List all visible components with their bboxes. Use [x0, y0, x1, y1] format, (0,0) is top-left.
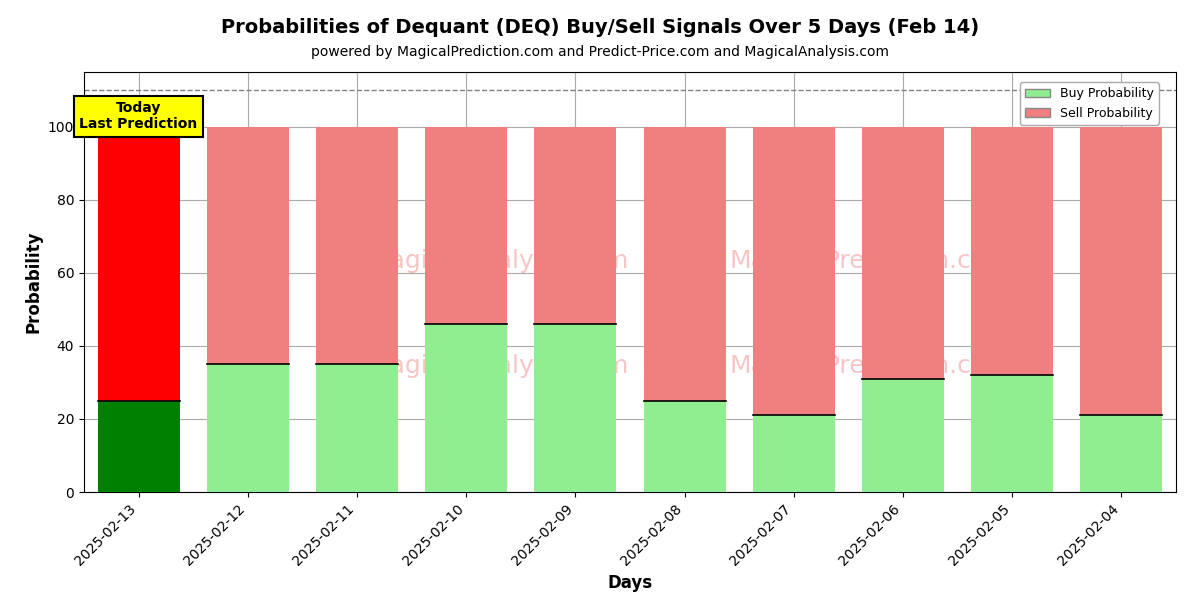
- Text: Today
Last Prediction: Today Last Prediction: [79, 101, 198, 131]
- Bar: [643, 401, 726, 492]
- Bar: [534, 127, 617, 324]
- Bar: [862, 127, 944, 379]
- Text: MagicalPrediction.com: MagicalPrediction.com: [730, 249, 1010, 273]
- Text: MagicalAnalysis.com: MagicalAnalysis.com: [368, 354, 629, 378]
- Bar: [97, 401, 180, 492]
- Y-axis label: Probability: Probability: [24, 231, 42, 333]
- Bar: [752, 415, 835, 492]
- Bar: [534, 324, 617, 492]
- Bar: [97, 127, 180, 401]
- Bar: [862, 379, 944, 492]
- Bar: [1080, 127, 1163, 415]
- X-axis label: Days: Days: [607, 574, 653, 592]
- Text: MagicalAnalysis.com: MagicalAnalysis.com: [368, 249, 629, 273]
- Bar: [971, 375, 1054, 492]
- Legend: Buy Probability, Sell Probability: Buy Probability, Sell Probability: [1020, 82, 1159, 125]
- Bar: [643, 127, 726, 401]
- Text: MagicalPrediction.com: MagicalPrediction.com: [730, 354, 1010, 378]
- Bar: [971, 127, 1054, 375]
- Bar: [1080, 415, 1163, 492]
- Bar: [425, 127, 508, 324]
- Bar: [425, 324, 508, 492]
- Text: Probabilities of Dequant (DEQ) Buy/Sell Signals Over 5 Days (Feb 14): Probabilities of Dequant (DEQ) Buy/Sell …: [221, 18, 979, 37]
- Bar: [206, 127, 289, 364]
- Bar: [316, 127, 398, 364]
- Text: powered by MagicalPrediction.com and Predict-Price.com and MagicalAnalysis.com: powered by MagicalPrediction.com and Pre…: [311, 45, 889, 59]
- Bar: [316, 364, 398, 492]
- Bar: [752, 127, 835, 415]
- Bar: [206, 364, 289, 492]
